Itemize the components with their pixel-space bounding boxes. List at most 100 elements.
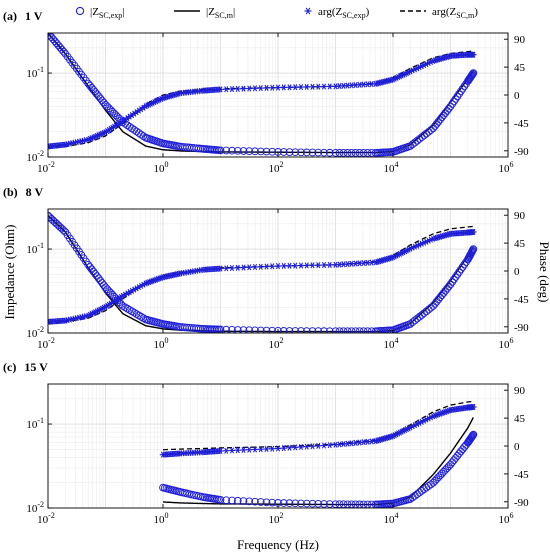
point-zexp <box>325 327 334 333</box>
point-zexp <box>239 147 248 155</box>
point-zexp <box>268 326 277 333</box>
point-zexp <box>268 147 277 156</box>
point-zexp <box>320 327 328 333</box>
point-zexp <box>256 498 265 506</box>
point-zexp <box>251 497 259 506</box>
point-zexp <box>194 144 203 153</box>
point-zexp <box>363 327 372 333</box>
point-zexp <box>216 496 225 504</box>
point-argexp <box>234 447 241 454</box>
point-zexp <box>245 147 254 155</box>
point-argexp <box>470 228 477 235</box>
point-zexp <box>339 327 348 333</box>
point-zexp <box>302 148 311 157</box>
point-zexp <box>320 500 328 508</box>
panel-b: 10-2 100 102 104 106 10-2 10-1 90 45 0 -45 -90 (b) 8 … <box>3 185 529 351</box>
point-zexp <box>222 496 231 505</box>
y-right-tick-label: 45 <box>514 238 526 250</box>
point-zexp <box>314 499 323 508</box>
legend-label: arg(ZSC,exp) <box>318 6 370 20</box>
point-argexp <box>263 84 270 91</box>
point-zexp <box>291 148 300 157</box>
x-tick-label: 102 <box>269 160 284 175</box>
point-zexp <box>262 326 271 333</box>
point-zexp <box>118 302 127 310</box>
y-axis-title-right: Phase (deg) <box>537 241 550 302</box>
point-zexp <box>427 126 435 134</box>
y-right-ticks: 90 45 0 -45 -90 <box>504 34 529 158</box>
point-argexp <box>309 262 316 269</box>
point-zexp <box>228 146 236 155</box>
x-tick-label: 10-2 <box>37 511 55 526</box>
series-zexp-markers <box>48 211 478 333</box>
y-left-tick-label: 10-1 <box>26 65 44 80</box>
point-zexp <box>347 327 356 333</box>
point-argexp <box>217 447 224 455</box>
point-argexp <box>269 263 276 270</box>
point-zexp <box>297 148 305 157</box>
point-argexp <box>326 442 333 449</box>
point-argexp <box>286 262 293 269</box>
point-zexp <box>291 499 300 508</box>
point-zexp <box>262 498 271 507</box>
point-argexp <box>240 446 247 454</box>
point-argexp <box>280 84 287 91</box>
y-right-ticks: 90 45 0 -45 -90 <box>504 210 529 334</box>
point-zexp <box>285 148 294 156</box>
legend-item-zexp: |ZSC,exp| <box>75 6 124 20</box>
point-zexp <box>325 148 334 157</box>
point-zexp <box>339 149 348 157</box>
point-zexp <box>128 307 136 316</box>
point-zexp <box>123 304 132 313</box>
point-argexp <box>280 262 287 269</box>
point-argexp <box>470 51 477 58</box>
point-zexp <box>59 226 68 235</box>
y-right-tick-label: 45 <box>514 413 526 425</box>
point-zexp <box>251 326 259 333</box>
point-zexp <box>355 149 364 157</box>
point-argexp <box>269 84 276 91</box>
y-left-tick-label: 10-2 <box>26 149 44 164</box>
panel-label: (b) 8 V <box>3 185 43 199</box>
point-argexp <box>257 446 264 453</box>
legend-marker-asterisk <box>304 7 312 15</box>
point-argexp <box>315 262 322 269</box>
point-argexp <box>320 442 328 449</box>
point-zexp <box>262 147 271 156</box>
point-argexp <box>257 85 264 92</box>
point-zexp <box>245 326 254 333</box>
x-tick-label: 106 <box>499 511 514 526</box>
point-argexp <box>303 83 310 90</box>
point-argexp <box>223 265 230 272</box>
x-ticks: 10-2 100 102 104 106 <box>37 384 514 526</box>
legend-label: |ZSC,exp| <box>90 6 124 20</box>
point-zexp <box>274 327 282 333</box>
point-argexp <box>228 264 236 272</box>
y-right-tick-label: 90 <box>514 385 526 397</box>
legend-marker-circle <box>75 6 85 16</box>
point-zexp <box>245 497 254 506</box>
point-zexp <box>343 149 352 157</box>
y-left-tick-label: 10-1 <box>26 241 44 256</box>
point-zexp <box>302 327 311 333</box>
series-argexp-markers <box>48 51 477 150</box>
point-zexp <box>197 324 205 333</box>
point-zexp <box>314 327 323 333</box>
y-right-tick-label: -45 <box>514 294 529 306</box>
point-zexp <box>325 500 334 508</box>
x-ticks: 10-2 100 102 104 106 <box>37 33 514 175</box>
point-argexp <box>309 443 316 450</box>
point-argexp <box>246 264 253 271</box>
point-argexp <box>326 261 333 268</box>
y-left-ticks: 10-2 10-1 <box>26 416 52 515</box>
point-zexp <box>279 327 288 333</box>
series-layer <box>159 400 478 508</box>
panel-a: 10-2 100 102 104 106 10-2 10-1 90 45 0 -45 -90 (a) 1 … <box>3 9 529 175</box>
point-zexp <box>291 327 300 333</box>
y-right-tick-label: -45 <box>514 469 529 481</box>
point-zexp <box>285 327 294 333</box>
panel-c: 10-2 100 102 104 106 10-2 10-1 90 45 0 -45 -90 (c) 15… <box>3 360 529 526</box>
y-right-tick-label: -90 <box>514 322 529 334</box>
point-zexp <box>239 326 248 333</box>
point-argexp <box>217 265 224 272</box>
